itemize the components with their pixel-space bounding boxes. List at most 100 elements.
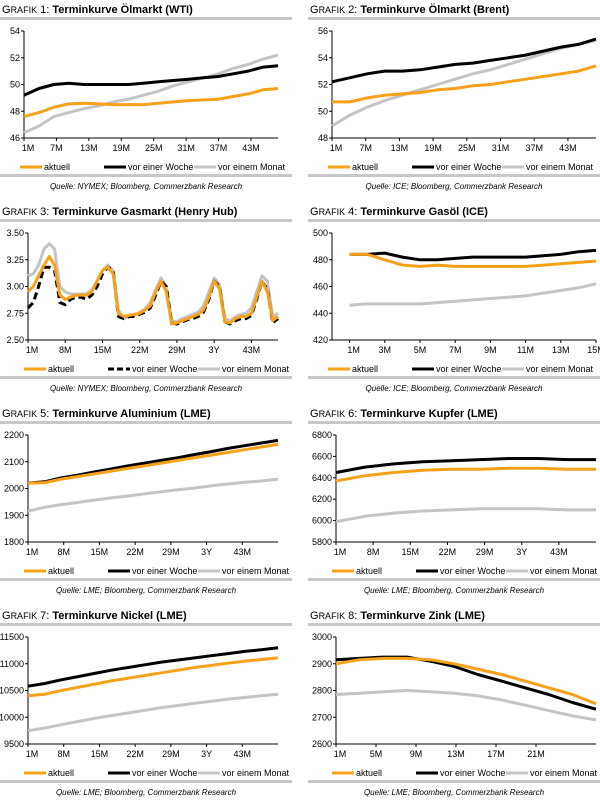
series-line-monat bbox=[349, 282, 597, 307]
series-line-monat bbox=[335, 507, 596, 524]
legend-label: vor einem Monat bbox=[218, 162, 286, 172]
x-tick-label: 13M bbox=[552, 345, 570, 355]
y-tick-label: 56 bbox=[318, 26, 328, 36]
chart-title: GRAFIK 5: Terminkurve Aluminium (LME) bbox=[2, 408, 211, 420]
series-line-aktuell bbox=[335, 466, 596, 483]
y-tick-label: 440 bbox=[313, 308, 328, 318]
y-tick-label: 6600 bbox=[312, 451, 332, 461]
x-tick-label: 31M bbox=[177, 143, 195, 153]
x-tick-label: 3Y bbox=[516, 547, 527, 557]
x-tick-label: 37M bbox=[525, 143, 543, 153]
title-rule bbox=[308, 219, 600, 222]
chart-title: GRAFIK 1: Terminkurve Ölmarkt (WTI) bbox=[2, 4, 193, 16]
source-note: Quelle: NYMEX; Bloomberg, Commerzbank Re… bbox=[49, 182, 243, 191]
series-line-aktuell bbox=[332, 64, 597, 104]
x-tick-label: 3Y bbox=[201, 547, 212, 557]
bottom-rule bbox=[0, 578, 292, 581]
x-tick-label: 13M bbox=[391, 143, 409, 153]
y-tick-label: 5800 bbox=[312, 537, 332, 547]
legend-label: aktuell bbox=[48, 566, 74, 576]
legend-label: aktuell bbox=[44, 162, 70, 172]
x-tick-label: 43M bbox=[243, 345, 261, 355]
chart-panel-7: GRAFIK 7: Terminkurve Nickel (LME) Quell… bbox=[0, 608, 292, 808]
series-line-woche bbox=[335, 457, 596, 474]
title-rule bbox=[0, 623, 292, 626]
y-tick-label: 11500 bbox=[0, 632, 24, 642]
chart-panel-6: GRAFIK 6: Terminkurve Kupfer (LME) Quell… bbox=[308, 406, 600, 606]
legend-label: vor einer Woche bbox=[436, 364, 501, 374]
source-note: Quelle: LME; Bloomberg, Commerzbank Rese… bbox=[55, 586, 237, 595]
legend-label: vor einer Woche bbox=[440, 566, 505, 576]
x-tick-label: 7M bbox=[359, 143, 372, 153]
chart-svg: 2.50 2.75 3.00 3.25 3.50 1M 8M 15M 22M 29M 3Y 43M ak… bbox=[6, 228, 289, 374]
source-note: Quelle: NYMEX; Bloomberg, Commerzbank Re… bbox=[49, 384, 243, 393]
y-tick-label: 480 bbox=[313, 255, 328, 265]
source-note: Quelle: LME; Bloomberg, Commerzbank Rese… bbox=[363, 788, 545, 797]
legend-label: vor einem Monat bbox=[530, 768, 598, 778]
legend-label: aktuell bbox=[352, 162, 378, 172]
x-tick-label: 22M bbox=[439, 547, 457, 557]
legend-label: vor einer Woche bbox=[132, 768, 197, 778]
chart-title: GRAFIK 2: Terminkurve Ölmarkt (Brent) bbox=[310, 4, 510, 16]
series-line-monat bbox=[27, 692, 279, 733]
x-tick-label: 15M bbox=[587, 345, 600, 355]
legend-label: vor einem Monat bbox=[526, 364, 594, 374]
chart-title: GRAFIK 4: Terminkurve Gasöl (ICE) bbox=[310, 206, 488, 218]
bottom-rule bbox=[308, 780, 600, 783]
legend-label: vor einer Woche bbox=[436, 162, 501, 172]
x-tick-label: 7M bbox=[449, 345, 462, 355]
series-line-monat bbox=[331, 38, 597, 128]
series-line-monat bbox=[335, 689, 597, 722]
series-line-aktuell bbox=[27, 656, 279, 698]
y-tick-label: 3000 bbox=[312, 632, 332, 642]
title-rule bbox=[0, 421, 292, 424]
y-tick-label: 52 bbox=[10, 53, 20, 63]
y-tick-label: 52 bbox=[318, 80, 328, 90]
y-tick-label: 10000 bbox=[0, 712, 24, 722]
bottom-rule bbox=[0, 174, 292, 177]
x-tick-label: 8M bbox=[57, 749, 70, 759]
x-tick-label: 37M bbox=[210, 143, 228, 153]
series-line-woche bbox=[331, 37, 597, 84]
x-tick-label: 1M bbox=[26, 749, 39, 759]
title-rule bbox=[308, 623, 600, 626]
chart-svg: 46 48 50 52 54 1M 7M 13M 19M 25M 31M 37M 43M aktuell v… bbox=[10, 26, 286, 172]
series-line-monat bbox=[27, 477, 279, 513]
title-rule bbox=[0, 17, 292, 20]
chart-panel-5: GRAFIK 5: Terminkurve Aluminium (LME) Qu… bbox=[0, 406, 292, 606]
title-rule bbox=[308, 17, 600, 20]
legend-label: aktuell bbox=[356, 768, 382, 778]
x-tick-label: 43M bbox=[234, 547, 252, 557]
x-tick-label: 25M bbox=[145, 143, 163, 153]
y-tick-label: 2600 bbox=[312, 739, 332, 749]
y-tick-label: 48 bbox=[318, 133, 328, 143]
title-rule bbox=[0, 219, 292, 222]
x-tick-label: 43M bbox=[550, 547, 568, 557]
x-tick-label: 15M bbox=[94, 345, 112, 355]
x-tick-label: 3M bbox=[379, 345, 392, 355]
chart-svg: 420 440 460 480 500 1M 3M 5M 7M 9M 11M 13M 15M aktuel… bbox=[313, 228, 600, 374]
source-note: Quelle: LME; Bloomberg, Commerzbank Rese… bbox=[55, 788, 237, 797]
legend-label: vor einem Monat bbox=[530, 566, 598, 576]
y-tick-label: 460 bbox=[313, 282, 328, 292]
series-line-aktuell bbox=[26, 255, 279, 326]
x-tick-label: 9M bbox=[410, 749, 423, 759]
x-tick-label: 1M bbox=[334, 749, 347, 759]
chart-title: GRAFIK 6: Terminkurve Kupfer (LME) bbox=[310, 408, 498, 420]
x-tick-label: 1M bbox=[26, 345, 39, 355]
legend-label: vor einer Woche bbox=[132, 566, 197, 576]
chart-svg: 5800 6000 6200 6400 6600 6800 1M 8M 15M 22M 29M 3Y 4… bbox=[312, 430, 598, 576]
legend-label: vor einer Woche bbox=[440, 768, 505, 778]
chart-svg: 2600 2700 2800 2900 3000 1M 5M 9M 13M 17M 21M aktue… bbox=[312, 632, 598, 778]
y-tick-label: 10500 bbox=[0, 686, 24, 696]
x-tick-label: 13M bbox=[80, 143, 98, 153]
y-tick-label: 2700 bbox=[312, 712, 332, 722]
chart-panel-3: GRAFIK 3: Terminkurve Gasmarkt (Henry Hu… bbox=[0, 204, 292, 404]
x-tick-label: 5M bbox=[370, 749, 383, 759]
x-tick-label: 11M bbox=[517, 345, 534, 355]
y-tick-label: 1900 bbox=[4, 510, 24, 520]
series-line-aktuell bbox=[335, 656, 597, 706]
bottom-rule bbox=[308, 376, 600, 379]
x-tick-label: 25M bbox=[458, 143, 476, 153]
chart-panel-4: GRAFIK 4: Terminkurve Gasöl (ICE) Quelle… bbox=[308, 204, 600, 404]
